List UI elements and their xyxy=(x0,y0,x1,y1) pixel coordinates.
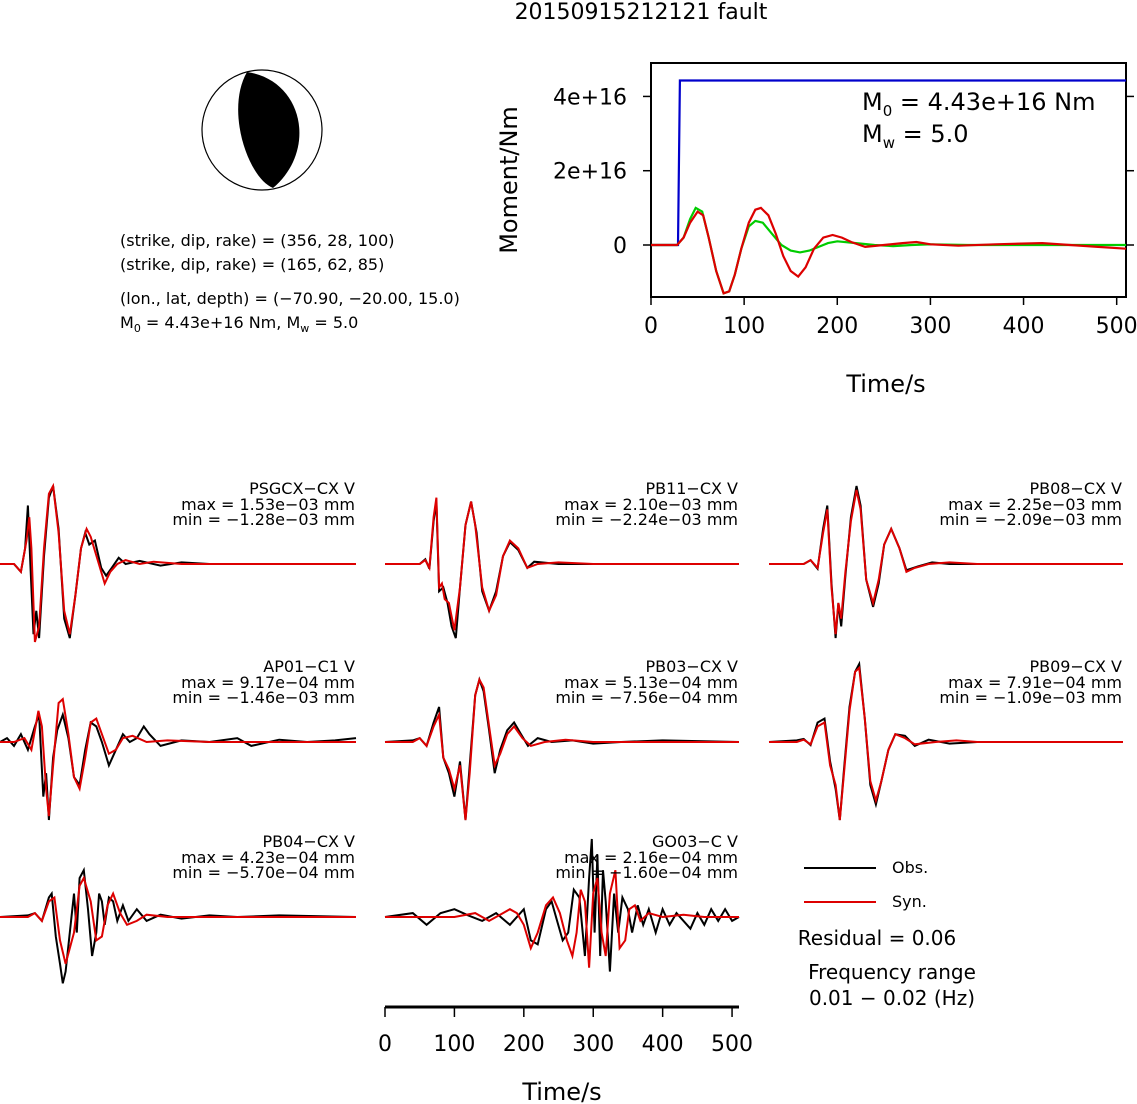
station-name: PB04−CX V xyxy=(262,832,355,851)
waveform-xtick-label: 300 xyxy=(572,1032,614,1057)
waveform-xaxis: 0 100 200 300 400 500 xyxy=(378,1005,753,1057)
moment-ytick-label: 0 xyxy=(613,234,627,259)
trace-observed xyxy=(768,660,1123,821)
moment-annotation-mw: Mw = 5.0 xyxy=(862,120,969,152)
moment-ytick-label: 4e+16 xyxy=(553,85,627,110)
station-name: PSGCX−CX V xyxy=(249,479,355,498)
station-min: min = −2.24e−03 mm xyxy=(555,510,738,529)
moment-summary: M0 = 4.43e+16 Nm, Mw = 5.0 xyxy=(120,313,358,335)
station-max: max = 5.13e−04 mm xyxy=(564,673,738,692)
m0-symbol: M xyxy=(120,313,134,332)
moment-series-synthetic xyxy=(651,206,1127,295)
frequency-range-value: 0.01 − 0.02 (Hz) xyxy=(809,986,975,1010)
trace-synthetic xyxy=(769,665,1123,821)
waveform-xlabel: Time/s xyxy=(521,1078,601,1104)
waveform-legend: Obs. Syn. xyxy=(804,858,928,911)
legend-obs-label: Obs. xyxy=(892,858,928,877)
fault-params-1: (strike, dip, rake) = (356, 28, 100) xyxy=(120,231,395,250)
moment-plot: 0 100 200 300 400 500 0 2e+16 4e+16 Time/s Mome… xyxy=(495,62,1137,398)
moment-xaxis: 0 100 200 300 400 500 xyxy=(644,297,1137,339)
trace-synthetic xyxy=(0,875,356,965)
waveform-xtick-label: 400 xyxy=(642,1032,684,1057)
trace-synthetic xyxy=(385,676,739,821)
trace-synthetic xyxy=(769,489,1123,635)
mw-annot-value: = 5.0 xyxy=(895,120,969,148)
waveform-xtick-label: 100 xyxy=(433,1032,475,1057)
trace-synthetic xyxy=(385,497,739,631)
station-name: PB11−CX V xyxy=(645,479,738,498)
trace-synthetic xyxy=(0,482,356,643)
mw-annot-subscript: w xyxy=(883,134,895,152)
legend-syn-label: Syn. xyxy=(892,892,927,911)
station-max: max = 2.16e−04 mm xyxy=(564,848,738,867)
station-name: GO03−C V xyxy=(652,832,738,851)
station-name: PB03−CX V xyxy=(645,657,738,676)
moment-xtick-label: 0 xyxy=(644,314,658,339)
station-name: PB08−CX V xyxy=(1029,479,1122,498)
station-max: max = 2.10e−03 mm xyxy=(564,495,738,514)
station-max: max = 9.17e−04 mm xyxy=(181,673,355,692)
trace-synthetic xyxy=(385,869,739,968)
moment-annotation-m0: M0 = 4.43e+16 Nm xyxy=(862,88,1095,120)
station-min: min = −1.46e−03 mm xyxy=(172,688,355,707)
moment-xtick-label: 400 xyxy=(1003,314,1045,339)
moment-ylabel: Moment/Nm xyxy=(495,106,523,254)
moment-xtick-label: 500 xyxy=(1096,314,1137,339)
fault-params-2: (strike, dip, rake) = (165, 62, 85) xyxy=(120,255,384,274)
m0-annot-symbol: M xyxy=(862,88,883,116)
beachball-compressional-quadrant xyxy=(238,72,300,188)
waveform-xtick-label: 0 xyxy=(378,1032,392,1057)
waveform-xtick-label: 200 xyxy=(503,1032,545,1057)
moment-yaxis: 0 2e+16 4e+16 xyxy=(553,85,1134,259)
mw-subscript: w xyxy=(300,322,309,335)
mw-annot-symbol: M xyxy=(862,120,883,148)
station-min: min = −5.70e−04 mm xyxy=(172,863,355,882)
frequency-range-title: Frequency range xyxy=(808,960,976,984)
trace-observed xyxy=(0,866,357,984)
waveform-xtick-label: 500 xyxy=(711,1032,753,1057)
m0-subscript: 0 xyxy=(134,322,141,335)
station-min: min = −1.28e−03 mm xyxy=(172,510,355,529)
location-params: (lon., lat, depth) = (−70.90, −20.00, 15… xyxy=(120,289,460,308)
m0-annot-value: = 4.43e+16 Nm xyxy=(892,88,1095,116)
station-min: min = −2.09e−03 mm xyxy=(939,510,1122,529)
station-min: min = −1.60e−04 mm xyxy=(555,863,738,882)
moment-xtick-label: 100 xyxy=(723,314,765,339)
beachball xyxy=(201,69,323,191)
figure-title: 20150915212121 fault xyxy=(515,0,768,25)
station-max: max = 4.23e−04 mm xyxy=(181,848,355,867)
station-min: min = −1.09e−03 mm xyxy=(939,688,1122,707)
m0-annot-subscript: 0 xyxy=(883,102,893,120)
mw-value: = 5.0 xyxy=(309,313,358,332)
moment-series-observed xyxy=(651,206,1126,295)
moment-xlabel: Time/s xyxy=(845,370,925,398)
station-max: max = 1.53e−03 mm xyxy=(181,495,355,514)
residual-text: Residual = 0.06 xyxy=(798,926,956,950)
moment-series-group xyxy=(651,79,1127,295)
station-min: min = −7.56e−04 mm xyxy=(555,688,738,707)
station-max: max = 7.91e−04 mm xyxy=(948,673,1122,692)
station-name: AP01−C1 V xyxy=(263,657,355,676)
station-max: max = 2.25e−03 mm xyxy=(948,495,1122,514)
moment-xtick-label: 200 xyxy=(816,314,858,339)
moment-xtick-label: 300 xyxy=(909,314,951,339)
m0-value: = 4.43e+16 Nm, M xyxy=(141,313,300,332)
moment-ytick-label: 2e+16 xyxy=(553,160,627,185)
station-name: PB09−CX V xyxy=(1029,657,1122,676)
moment-plot-frame xyxy=(650,62,1127,298)
trace-synthetic xyxy=(0,697,356,817)
